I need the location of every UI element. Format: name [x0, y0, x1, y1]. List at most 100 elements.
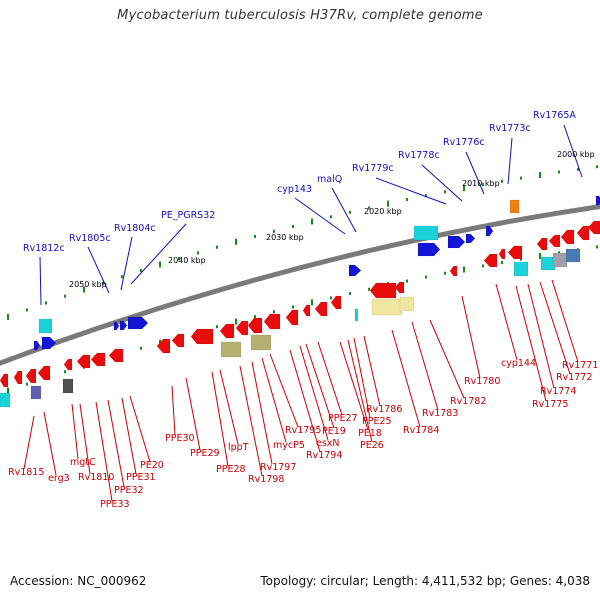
- outer-tick-mark: [387, 200, 389, 207]
- reverse-leader-line: [23, 415, 35, 470]
- reverse-leader-line: [391, 329, 421, 428]
- inner-tick-mark: [26, 382, 28, 386]
- reverse-leader-line: [121, 397, 137, 475]
- reverse-gene-arrow: [0, 373, 9, 388]
- outer-tick-mark: [501, 179, 503, 183]
- reverse-gene-label: PPE28: [216, 464, 246, 475]
- outer-tick-mark: [463, 185, 465, 192]
- outer-tick-mark: [330, 215, 332, 219]
- reverse-gene-arrow: [302, 304, 311, 317]
- reverse-gene-label: Rv1771: [562, 360, 598, 371]
- forward-gene-label: Rv1776c: [443, 137, 485, 148]
- outer-tick-mark: [425, 194, 427, 198]
- forward-leader-line: [375, 177, 447, 205]
- reverse-gene-arrow: [219, 323, 235, 339]
- olive-feature-box: [250, 334, 272, 351]
- reverse-gene-label: Rv1794: [306, 450, 342, 461]
- inner-tick-mark: [463, 266, 465, 273]
- reverse-gene-label: Rv1783: [422, 408, 458, 419]
- reverse-leader-line: [289, 349, 321, 453]
- reverse-gene-label: PE19: [322, 426, 346, 437]
- reverse-gene-label: Rv1810: [78, 472, 114, 483]
- forward-leader-line: [563, 124, 583, 178]
- forward-gene-label: Rv1765A: [533, 110, 576, 121]
- reverse-leader-line: [495, 283, 518, 361]
- inner-tick-mark: [273, 310, 275, 314]
- reverse-leader-line: [317, 341, 343, 416]
- reverse-leader-line: [79, 403, 91, 475]
- reverse-gene-label: Rv1772: [556, 372, 592, 383]
- reverse-leader-line: [527, 283, 555, 389]
- inner-tick-mark: [235, 318, 237, 325]
- outer-tick-mark: [45, 301, 47, 305]
- reverse-gene-arrow: [37, 365, 51, 381]
- genome-summary-text: Topology: circular; Length: 4,411,532 bp…: [260, 574, 590, 588]
- reverse-gene-arrow: [330, 295, 342, 310]
- reverse-gene-arrow: [587, 220, 600, 235]
- reverse-gene-arrow: [394, 281, 405, 294]
- inner-tick-mark: [482, 264, 484, 268]
- reverse-gene-arrow: [13, 370, 23, 385]
- inner-tick-mark: [216, 325, 218, 329]
- outer-tick-mark: [311, 218, 313, 225]
- forward-leader-line: [39, 256, 42, 306]
- outer-tick-mark: [26, 308, 28, 312]
- reverse-leader-line: [353, 337, 371, 419]
- outer-tick-mark: [368, 206, 370, 210]
- forward-gene-label: cyp143: [277, 184, 312, 195]
- outer-tick-mark: [102, 281, 104, 285]
- forward-gene-label: Rv1812c: [23, 243, 65, 254]
- outer-tick-mark: [254, 235, 256, 239]
- cyan-feature-box: [354, 308, 359, 322]
- forward-gene-label: Rv1778c: [398, 150, 440, 161]
- forward-leader-line: [507, 137, 513, 185]
- forward-gene-label: Rv1779c: [352, 163, 394, 174]
- inner-tick-mark: [330, 296, 332, 300]
- outer-tick-mark: [83, 286, 85, 293]
- reverse-leader-line: [269, 353, 299, 428]
- forward-gene-label: Rv1773c: [489, 123, 531, 134]
- reverse-gene-label: cyp144: [501, 358, 536, 369]
- reverse-gene-label: Rv1775: [532, 399, 568, 410]
- outer-tick-mark: [273, 229, 275, 233]
- inner-tick-mark: [596, 245, 598, 249]
- reverse-gene-arrow: [576, 225, 590, 241]
- kbp-scale-label: 2040 kbp: [168, 256, 206, 265]
- reverse-gene-label: PPE27: [328, 413, 358, 424]
- orange-feature-box: [509, 199, 520, 214]
- dark-grey-feature-box: [62, 378, 74, 394]
- reverse-gene-label: PPE29: [190, 448, 220, 459]
- reverse-gene-label: esxN: [316, 438, 340, 449]
- reverse-gene-label: Rv1786: [366, 404, 402, 415]
- outer-tick-mark: [482, 183, 484, 187]
- forward-gene-arrow: [348, 264, 362, 277]
- outer-tick-mark: [406, 198, 408, 202]
- genome-title: Mycobacterium tuberculosis H37Rv, comple…: [117, 8, 483, 23]
- forward-leader-line: [421, 164, 463, 202]
- reverse-gene-label: Rv1784: [403, 425, 439, 436]
- reverse-gene-arrow: [483, 253, 498, 268]
- inner-tick-mark: [444, 271, 446, 275]
- reverse-gene-label: PE26: [360, 440, 384, 451]
- forward-gene-arrow: [485, 225, 494, 237]
- reverse-leader-line: [211, 371, 229, 467]
- accession-text: Accession: NC_000962: [10, 574, 147, 588]
- gene-labels: 2000 kbp 2010 kbp 2020 kbp 2030 kbp 2040 kbp…: [8, 110, 598, 510]
- inner-tick-mark: [520, 257, 522, 261]
- reverse-gene-label: Rv1782: [450, 396, 486, 407]
- inner-tick-mark: [558, 251, 560, 255]
- reverse-leader-line: [185, 377, 201, 451]
- reverse-gene-arrow: [190, 328, 214, 345]
- reverse-leader-line: [129, 395, 151, 463]
- label-leader-lines: [23, 124, 583, 502]
- kbp-scale-label: 2030 kbp: [266, 233, 304, 242]
- reverse-leader-line: [219, 369, 239, 445]
- gene-features: [0, 195, 600, 408]
- outer-tick-mark: [121, 275, 123, 279]
- reverse-gene-arrow: [285, 309, 299, 326]
- outer-tick-mark: [349, 210, 351, 214]
- forward-leader-line: [130, 223, 187, 285]
- reverse-gene-arrow: [108, 348, 124, 363]
- reverse-gene-arrow: [90, 352, 106, 367]
- reverse-leader-line: [43, 411, 57, 476]
